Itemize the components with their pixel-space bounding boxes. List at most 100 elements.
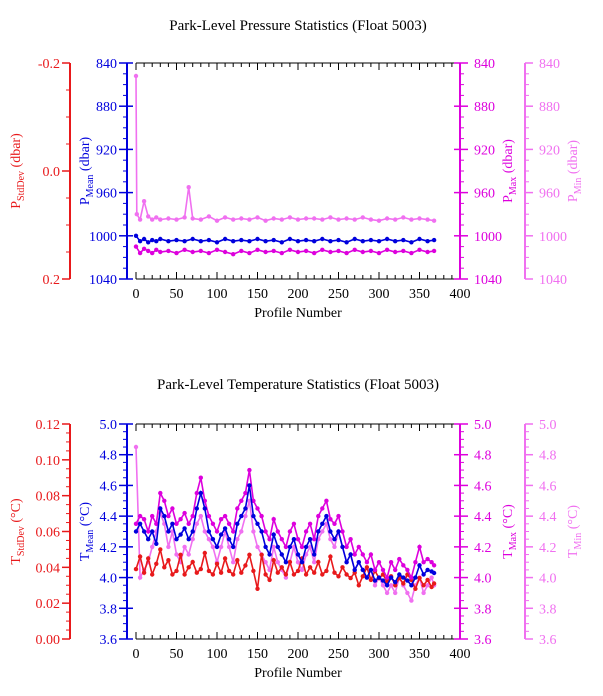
y-axis-label-sub: Min (573, 533, 584, 550)
data-point-max (247, 250, 252, 256)
data-point-mean (336, 529, 341, 534)
x-tick-label: 200 (288, 647, 309, 662)
data-point-std (401, 581, 406, 586)
data-point-mean (166, 239, 171, 244)
data-point-min (214, 218, 220, 223)
data-point-mean (182, 526, 187, 531)
x-tick-label: 50 (170, 287, 184, 302)
data-point-mean (198, 239, 203, 244)
data-point-mean (263, 544, 268, 550)
x-tick-label: 100 (207, 647, 228, 662)
data-point-max (247, 467, 252, 473)
data-point-max (210, 521, 216, 526)
data-point-max (166, 513, 171, 519)
data-point-std (202, 550, 207, 556)
data-point-min (409, 598, 414, 603)
y-tick-label-max: 4.8 (474, 449, 492, 464)
x-axis-label: Profile Number (254, 666, 342, 681)
data-point-max (376, 560, 382, 565)
data-point-max (384, 247, 390, 252)
data-point-std (174, 568, 179, 574)
data-point-mean (226, 537, 232, 542)
data-point-std (247, 552, 252, 557)
data-point-mean (218, 532, 224, 537)
data-point-mean (368, 237, 374, 243)
data-point-min (312, 216, 317, 221)
data-point-max (368, 552, 374, 557)
y-tick-label-min: 1000 (539, 230, 567, 245)
y-tick-label-std: 0.2 (43, 273, 61, 288)
x-tick-label: 300 (369, 287, 390, 302)
y-tick-label-std: -0.2 (38, 57, 60, 72)
data-point-max (413, 560, 418, 565)
data-point-mean (356, 560, 361, 565)
data-point-std (251, 568, 256, 574)
data-point-max (255, 506, 260, 511)
data-point-std (287, 559, 293, 565)
data-point-mean (388, 575, 394, 580)
y-tick-label-min: 3.6 (539, 633, 557, 648)
data-point-min (239, 529, 244, 534)
data-point-std (239, 570, 244, 575)
data-point-min (182, 215, 187, 220)
y-axis-label-unit: (°C) (501, 504, 516, 532)
data-point-mean (320, 236, 325, 242)
data-point-max (279, 250, 284, 256)
data-point-mean (425, 567, 430, 573)
data-point-max (271, 248, 276, 254)
data-point-mean (178, 532, 183, 537)
y-tick-label-max: 1040 (474, 273, 502, 288)
y-tick-label-max: 920 (474, 143, 495, 158)
y-tick-label-max: 4.0 (474, 572, 492, 587)
y-tick-label-max: 880 (474, 100, 495, 115)
data-point-mean (312, 239, 317, 244)
data-point-min (384, 216, 390, 221)
data-point-mean (372, 578, 378, 583)
data-point-min (133, 73, 139, 79)
data-point-max (332, 521, 337, 526)
data-point-mean (376, 239, 382, 244)
data-point-std (283, 572, 289, 577)
data-point-mean (198, 490, 203, 496)
data-point-mean (348, 552, 353, 557)
data-point-std (190, 559, 195, 565)
data-point-mean (255, 236, 260, 242)
data-point-mean (425, 239, 430, 244)
data-point-max (360, 249, 365, 255)
y-tick-label-min: 880 (539, 100, 560, 115)
data-point-std (417, 575, 422, 581)
y-axis-label-sub: Mean (85, 530, 96, 553)
y-tick-label-min: 4.6 (539, 479, 557, 494)
data-point-mean (393, 580, 398, 585)
x-tick-label: 300 (369, 647, 390, 662)
data-point-min (154, 215, 159, 220)
y-tick-label-min: 3.8 (539, 602, 557, 617)
data-point-mean (190, 529, 195, 534)
data-point-max (425, 249, 430, 255)
data-point-mean (146, 537, 151, 542)
data-point-mean (174, 537, 179, 542)
data-point-max (174, 521, 179, 526)
y-axis-label-main: T (9, 556, 24, 565)
data-point-min (299, 567, 305, 573)
data-point-mean (283, 560, 289, 565)
y-axis-label-sub: Min (573, 178, 584, 195)
y-axis-label-unit: (°C) (9, 498, 24, 526)
data-point-max (364, 560, 370, 565)
series-mean (133, 233, 437, 245)
data-point-std (194, 570, 199, 575)
data-point-min (360, 215, 365, 220)
y-tick-label-std: 0.10 (36, 454, 61, 469)
data-point-std (150, 572, 155, 577)
series-line-max (135, 246, 435, 256)
y-axis-label-unit: (°C) (78, 502, 93, 530)
x-tick-label: 100 (207, 287, 228, 302)
data-point-min (222, 215, 228, 220)
data-point-max (336, 513, 341, 519)
data-point-mean (146, 240, 151, 245)
data-point-min (295, 560, 301, 565)
data-point-max (316, 513, 321, 519)
data-point-std (255, 586, 260, 591)
data-point-min (425, 217, 430, 222)
